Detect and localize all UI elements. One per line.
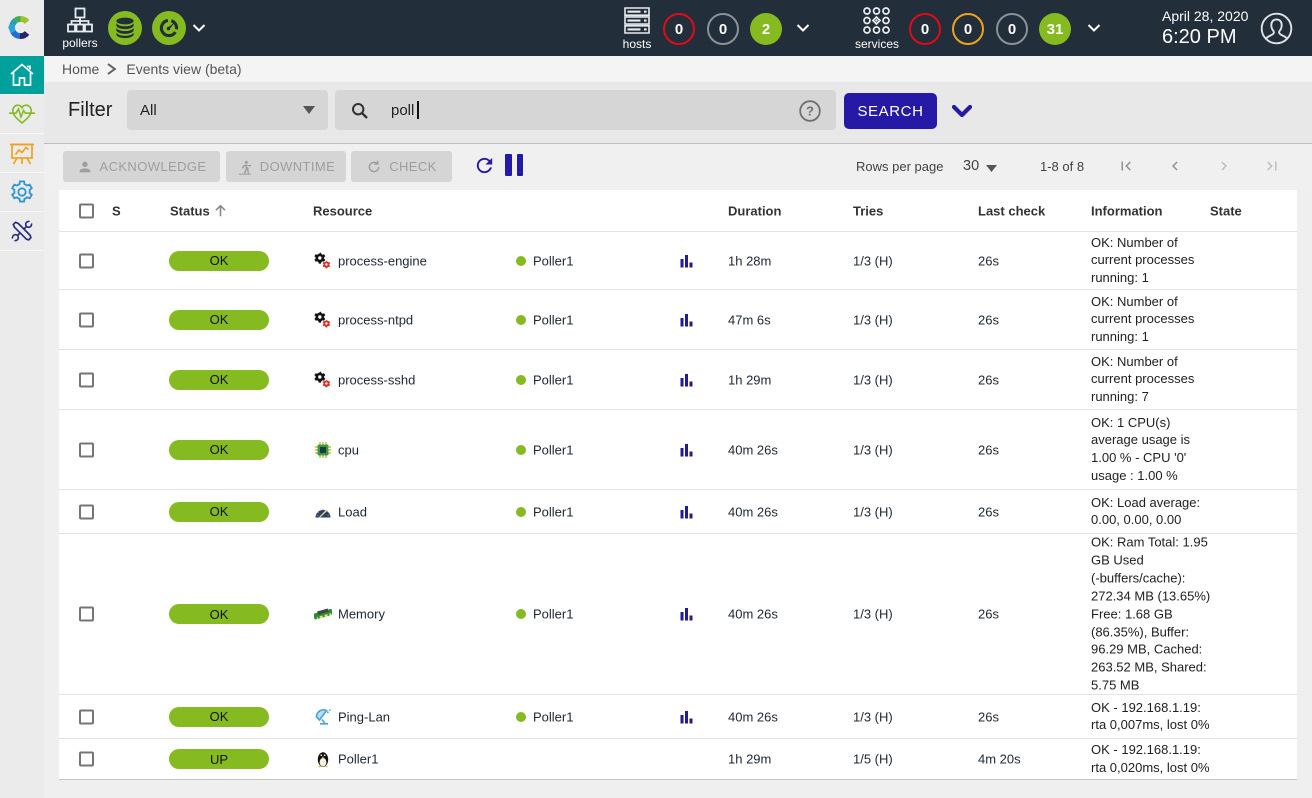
svg-text:?: ? [806, 104, 814, 119]
